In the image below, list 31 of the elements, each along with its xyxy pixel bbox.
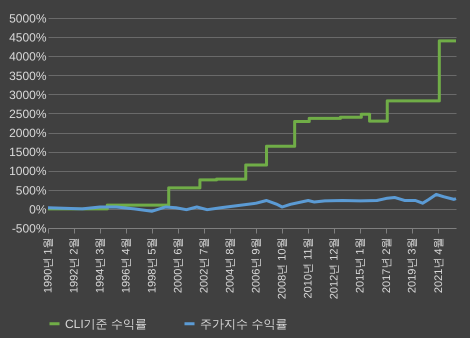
x-tick-label: 1998년 5월 xyxy=(146,238,159,294)
y-tick-label: 1500% xyxy=(9,145,47,160)
x-tick-label: 1994년 3월 xyxy=(94,238,106,294)
x-tick-label: 2015년 1월 xyxy=(354,238,367,294)
x-tick-label: 2002년 7월 xyxy=(198,238,211,294)
x-tick-label: 2017년 2월 xyxy=(380,238,393,294)
y-tick-label: 500% xyxy=(16,183,47,198)
y-tick-label: 0% xyxy=(29,202,47,216)
x-tick-label: 1992년 2월 xyxy=(68,238,81,294)
y-tick-label: 2000% xyxy=(9,126,47,140)
legend-label: 주가지수 수익률 xyxy=(200,316,288,331)
y-tick-label: 5000% xyxy=(9,12,47,26)
y-tick-label: 3000% xyxy=(9,88,47,102)
x-tick-label: 2006년 9월 xyxy=(250,238,263,294)
x-tick-label: 2010년 11월 xyxy=(302,238,315,298)
x-tick-label: 1990년 1월 xyxy=(42,238,54,294)
legend-label: CLI기준 수익률 xyxy=(65,316,148,331)
x-tick-label: 2008년 10월 xyxy=(276,238,289,300)
y-tick-label: 4500% xyxy=(9,30,47,45)
x-tick-label: 2019년 3월 xyxy=(406,238,419,294)
line-series xyxy=(46,192,458,213)
y-tick-label: 4000% xyxy=(9,50,47,64)
x-tick-label: 2021년 4월 xyxy=(432,238,445,294)
x-tick-label: 2004년 8월 xyxy=(224,238,237,294)
x-tick-label: 2000년 6월 xyxy=(172,238,185,294)
y-tick-label: 2500% xyxy=(9,106,47,121)
x-tick-label: 1996년 4월 xyxy=(120,238,133,294)
x-tick-label: 2012년 12월 xyxy=(328,238,341,300)
y-tick-label: 1000% xyxy=(9,164,47,178)
y-tick-label: 3500% xyxy=(9,68,47,83)
y-tick-label: -500% xyxy=(12,222,47,236)
